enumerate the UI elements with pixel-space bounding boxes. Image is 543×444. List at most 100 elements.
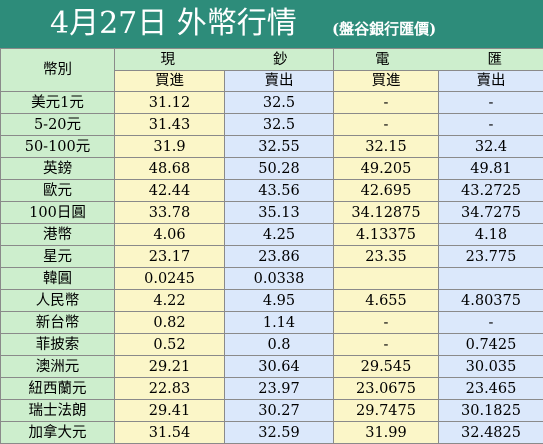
cash-sell-rate: 32.59	[224, 421, 334, 444]
currency-name: 韓圓	[0, 267, 115, 290]
table-row: 菲披索 0.52 0.8-0.7425	[0, 333, 543, 356]
currency-name: 新台幣	[0, 311, 115, 334]
currency-name: 人民幣	[0, 289, 115, 312]
currency-name: 菲披索	[0, 333, 115, 356]
currency-name: 星元	[0, 245, 115, 268]
wire-sell-rate	[438, 267, 543, 290]
wire-sell-rate: 34.7275	[438, 201, 543, 224]
wire-sell-rate: 49.81	[438, 157, 543, 180]
cash-buy-rate: 4.06	[114, 223, 225, 246]
cash-sell-rate: 32.5	[224, 113, 334, 136]
cash-sell-rate: 32.5	[224, 91, 334, 114]
wire-group-header: 電匯	[333, 48, 543, 71]
currency-name: 加拿大元	[0, 421, 115, 444]
cash-sell-rate: 50.28	[224, 157, 334, 180]
bank-source-label: (盤谷銀行匯價)	[332, 20, 437, 38]
wire-sell-rate: 30.035	[438, 355, 543, 378]
table-row: 瑞士法朗 29.41 30.27 29.7475 30.1825	[0, 399, 543, 422]
currency-name: 美元1元	[0, 91, 115, 114]
table-row: 加拿大元 31.54 32.59 31.99 32.4825	[0, 421, 543, 444]
table-row: 5-20元 31.43 32.5- -	[0, 113, 543, 136]
cash-buy-rate: 48.68	[114, 157, 225, 180]
cash-sell-rate: 4.25	[224, 223, 334, 246]
wire-buy-rate: 49.205	[333, 157, 439, 180]
currency-column-header: 幣別	[0, 48, 115, 92]
cash-sell-rate: 1.14	[224, 311, 334, 334]
wire-buy-header: 買進	[333, 70, 439, 92]
wire-sell-rate: -	[438, 311, 543, 334]
cash-buy-rate: 23.17	[114, 245, 225, 268]
cash-sell-rate: 23.86	[224, 245, 334, 268]
wire-sell-rate: 0.7425	[438, 333, 543, 356]
wire-buy-rate: 29.7475	[333, 399, 439, 422]
table-row: 韓圓 0.0245 0.0338	[0, 267, 543, 290]
table-row: 港幣 4.06 4.25 4.13375 4.18	[0, 223, 543, 246]
cash-buy-rate: 4.22	[114, 289, 225, 312]
wire-buy-rate: 34.12875	[333, 201, 439, 224]
table-row: 歐元 42.44 43.56 42.695 43.2725	[0, 179, 543, 202]
title-bar: 4月27日 外幣行情 (盤谷銀行匯價)	[0, 0, 543, 48]
currency-name: 英鎊	[0, 157, 115, 180]
cash-buy-rate: 29.21	[114, 355, 225, 378]
cash-sell-rate: 30.27	[224, 399, 334, 422]
cash-buy-rate: 31.9	[114, 135, 225, 158]
currency-name: 港幣	[0, 223, 115, 246]
wire-group-char-1: 電	[375, 51, 390, 68]
cash-buy-rate: 0.52	[114, 333, 225, 356]
wire-sell-rate: -	[438, 91, 543, 114]
wire-group-char-2: 匯	[487, 51, 503, 68]
table-row: 英鎊 48.68 50.28 49.205 49.81	[0, 157, 543, 180]
currency-name: 歐元	[0, 179, 115, 202]
wire-sell-rate: 30.1825	[438, 399, 543, 422]
wire-sell-rate: 43.2725	[438, 179, 543, 202]
wire-buy-rate: 31.99	[333, 421, 439, 444]
wire-buy-rate: 29.545	[333, 355, 439, 378]
wire-buy-rate	[333, 267, 439, 290]
wire-buy-rate: 42.695	[333, 179, 439, 202]
currency-name: 紐西蘭元	[0, 377, 115, 400]
cash-sell-rate: 23.97	[224, 377, 334, 400]
wire-sell-rate: 23.775	[438, 245, 543, 268]
cash-group-char-2: 鈔	[273, 51, 288, 68]
wire-sell-rate: 4.80375	[438, 289, 543, 312]
page-title: 4月27日 外幣行情	[50, 6, 297, 41]
currency-name: 瑞士法朗	[0, 399, 115, 422]
currency-name: 50-100元	[0, 135, 115, 158]
table-row: 新台幣 0.82 1.14- -	[0, 311, 543, 334]
currency-name: 100日圓	[0, 201, 115, 224]
table-row: 美元1元 31.12 32.5- -	[0, 91, 543, 114]
cash-buy-rate: 42.44	[114, 179, 225, 202]
wire-sell-rate: 32.4	[438, 135, 543, 158]
table-row: 人民幣 4.22 4.95 4.655 4.80375	[0, 289, 543, 312]
cash-sell-rate: 32.55	[224, 135, 334, 158]
wire-sell-rate: 4.18	[438, 223, 543, 246]
cash-buy-rate: 0.82	[114, 311, 225, 334]
wire-buy-rate: -	[333, 333, 439, 356]
cash-buy-rate: 0.0245	[114, 267, 225, 290]
cash-sell-rate: 43.56	[224, 179, 334, 202]
cash-group-header: 現鈔	[114, 48, 334, 71]
wire-sell-header: 賣出	[438, 70, 543, 92]
cash-buy-rate: 31.43	[114, 113, 225, 136]
cash-buy-rate: 22.83	[114, 377, 225, 400]
wire-buy-rate: -	[333, 113, 439, 136]
wire-buy-rate: 4.13375	[333, 223, 439, 246]
cash-sell-rate: 30.64	[224, 355, 334, 378]
wire-buy-rate: 4.655	[333, 289, 439, 312]
wire-buy-rate: 23.35	[333, 245, 439, 268]
cash-buy-rate: 31.12	[114, 91, 225, 114]
currency-name: 澳洲元	[0, 355, 115, 378]
table-row: 50-100元 31.9 32.55 32.15 32.4	[0, 135, 543, 158]
table-row: 紐西蘭元 22.83 23.97 23.0675 23.465	[0, 377, 543, 400]
wire-sell-rate: 32.4825	[438, 421, 543, 444]
wire-buy-rate: 32.15	[333, 135, 439, 158]
currency-name: 5-20元	[0, 113, 115, 136]
wire-buy-rate: -	[333, 91, 439, 114]
cash-buy-rate: 33.78	[114, 201, 225, 224]
wire-buy-rate: 23.0675	[333, 377, 439, 400]
wire-sell-rate: 23.465	[438, 377, 543, 400]
table-row: 100日圓 33.78 35.13 34.12875 34.7275	[0, 201, 543, 224]
cash-buy-rate: 29.41	[114, 399, 225, 422]
cash-sell-rate: 4.95	[224, 289, 334, 312]
